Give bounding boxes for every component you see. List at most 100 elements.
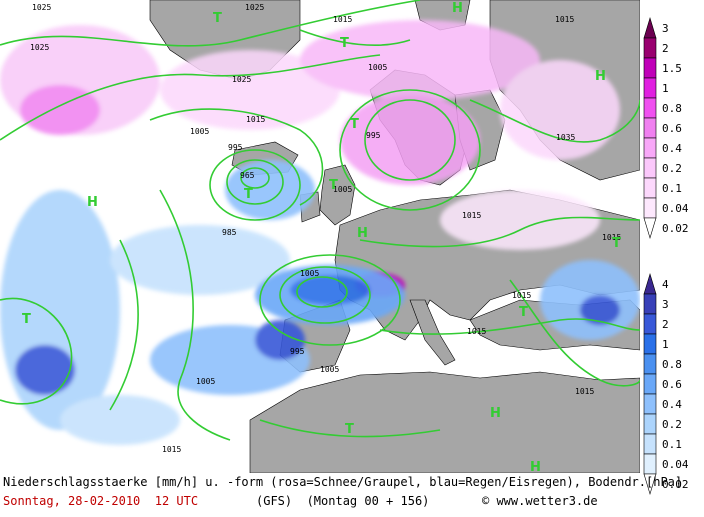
low-pressure-symbol: T (244, 187, 253, 202)
rain-scale-label: 0.04 (662, 458, 689, 471)
model-run: (GFS) (Montag 00 + 156) (256, 494, 430, 508)
isobar-label: 985 (222, 228, 237, 237)
rain-scale-label: 3 (662, 298, 669, 311)
legend-scales: 3 2 1.5 1 0.8 0.6 0.4 0.2 0.1 0.04 0.02 4 3 2 1 0.8 0.6… (643, 16, 689, 496)
isobar-label: 1015 (467, 327, 486, 336)
low-pressure-symbol: T (329, 178, 338, 193)
map-footer: Niederschlagsstaerke [mm/h] u. -form (ro… (0, 473, 682, 513)
low-pressure-symbol: T (345, 422, 354, 437)
isobar-label: 1015 (462, 211, 481, 220)
rain-scale-label: 0.02 (662, 478, 689, 491)
isobar-label: 1015 (162, 445, 181, 454)
rain-color-swatch (643, 353, 657, 375)
snow-color-swatch (643, 57, 657, 79)
high-pressure-symbol: H (595, 69, 606, 84)
isobar-label: 1015 (333, 15, 352, 24)
snow-scale-label: 3 (662, 22, 669, 35)
isobar-label: 1015 (602, 233, 621, 242)
low-pressure-symbol: T (22, 312, 31, 327)
snow-scale-label: 0.1 (662, 182, 682, 195)
high-pressure-symbol: H (452, 1, 463, 16)
isobars (0, 0, 641, 441)
snow-scale-label: 1 (662, 82, 669, 95)
rain-color-swatch (643, 373, 657, 395)
snow-color-scale: 3 2 1.5 1 0.8 0.6 0.4 0.2 0.1 0.04 0.02 (643, 16, 689, 240)
isobar-label: 1005 (196, 377, 215, 386)
snow-precipitation (0, 20, 620, 297)
high-pressure-symbol: H (530, 460, 541, 473)
snow-color-swatch (643, 117, 657, 139)
rain-color-swatch (643, 333, 657, 355)
snow-scale-label: 0.6 (662, 122, 682, 135)
pressure-center-symbols: T T T T T T T T T H H H H H H (22, 1, 621, 475)
rain-scale-label: 0.6 (662, 378, 682, 391)
rain-scale-label: 0.2 (662, 418, 682, 431)
rain-color-swatch (643, 473, 657, 496)
snow-scale-label: 0.2 (662, 162, 682, 175)
isobar-label: 995 (228, 143, 243, 152)
rain-color-swatch (643, 453, 657, 475)
legend-panel: 3 2 1.5 1 0.8 0.6 0.4 0.2 0.1 0.04 0.02 4 3 2 1 0.8 0.6… (640, 0, 704, 513)
snow-scale-label: 2 (662, 42, 669, 55)
rain-scale-label: 2 (662, 318, 669, 331)
snow-color-swatch (643, 37, 657, 59)
rain-scale-label: 1 (662, 338, 669, 351)
snow-color-swatch (643, 137, 657, 159)
isobar-label: 1035 (556, 133, 575, 142)
rain-color-scale: 4 3 2 1 0.8 0.6 0.4 0.2 0.1 0.04 0.02 (643, 272, 689, 496)
snow-scale-label: 1.5 (662, 62, 682, 75)
snow-scale-label: 0.04 (662, 202, 689, 215)
isobar-label: 1005 (300, 269, 319, 278)
isobar-label: 1005 (190, 127, 209, 136)
isobar-label: 1015 (555, 15, 574, 24)
high-pressure-symbol: H (357, 226, 368, 241)
isobar-labels: 1025 1025 1025 1025 1015 1015 1005 1005 … (30, 3, 621, 454)
snow-scale-label: 0.4 (662, 142, 682, 155)
isobar-label: 1005 (333, 185, 352, 194)
low-pressure-symbol: T (350, 117, 359, 132)
isobar-label: 1005 (320, 365, 339, 374)
snow-scale-label: 0.8 (662, 102, 682, 115)
rain-scale-label: 4 (662, 278, 669, 291)
rain-color-swatch (643, 293, 657, 315)
weather-map: 1025 1025 1025 1025 1015 1015 1005 1005 … (0, 0, 641, 475)
snow-scale-label: 0.02 (662, 222, 689, 235)
isobar-label: 995 (290, 347, 305, 356)
isobar-label: 1005 (368, 63, 387, 72)
italy (409, 299, 456, 366)
high-pressure-symbol: H (87, 195, 98, 210)
precipitation-caption: Niederschlagsstaerke [mm/h] u. -form (ro… (3, 475, 683, 489)
snow-color-swatch (643, 197, 657, 219)
low-pressure-symbol: T (519, 305, 528, 320)
rain-color-swatch (643, 313, 657, 335)
isobar-label: 1015 (512, 291, 531, 300)
copyright-notice: © www.wetter3.de (482, 494, 598, 508)
rain-color-swatch (643, 272, 657, 295)
isobar-label: 1015 (575, 387, 594, 396)
isobar-label: 1025 (32, 3, 51, 12)
isobar-label: 1025 (232, 75, 251, 84)
rain-scale-label: 0.1 (662, 438, 682, 451)
rain-scale-label: 0.4 (662, 398, 682, 411)
rain-color-swatch (643, 393, 657, 415)
low-pressure-symbol: T (340, 36, 349, 51)
isobar-label: 1025 (245, 3, 264, 12)
low-pressure-symbol: T (213, 11, 222, 26)
forecast-date: Sonntag, 28-02-2010 12 UTC (3, 494, 199, 508)
map-canvas: 1025 1025 1025 1025 1015 1015 1005 1005 … (0, 0, 641, 475)
snow-color-swatch (643, 77, 657, 99)
british-isles (319, 164, 356, 226)
rain-color-swatch (643, 433, 657, 455)
rain-scale-label: 0.8 (662, 358, 682, 371)
snow-color-swatch (643, 217, 657, 240)
high-pressure-symbol: H (490, 406, 501, 421)
isobar-label: 965 (240, 171, 255, 180)
isobar-label: 995 (366, 131, 381, 140)
low-pressure-symbol: T (612, 236, 621, 251)
snow-color-swatch (643, 97, 657, 119)
snow-color-swatch (643, 16, 657, 39)
isobar-label: 1015 (246, 115, 265, 124)
isobar-label: 1025 (30, 43, 49, 52)
snow-color-swatch (643, 177, 657, 199)
rain-color-swatch (643, 413, 657, 435)
